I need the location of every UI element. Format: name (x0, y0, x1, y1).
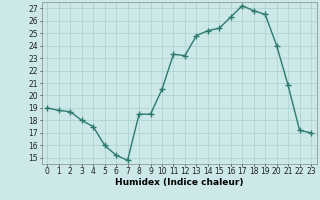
X-axis label: Humidex (Indice chaleur): Humidex (Indice chaleur) (115, 178, 244, 187)
